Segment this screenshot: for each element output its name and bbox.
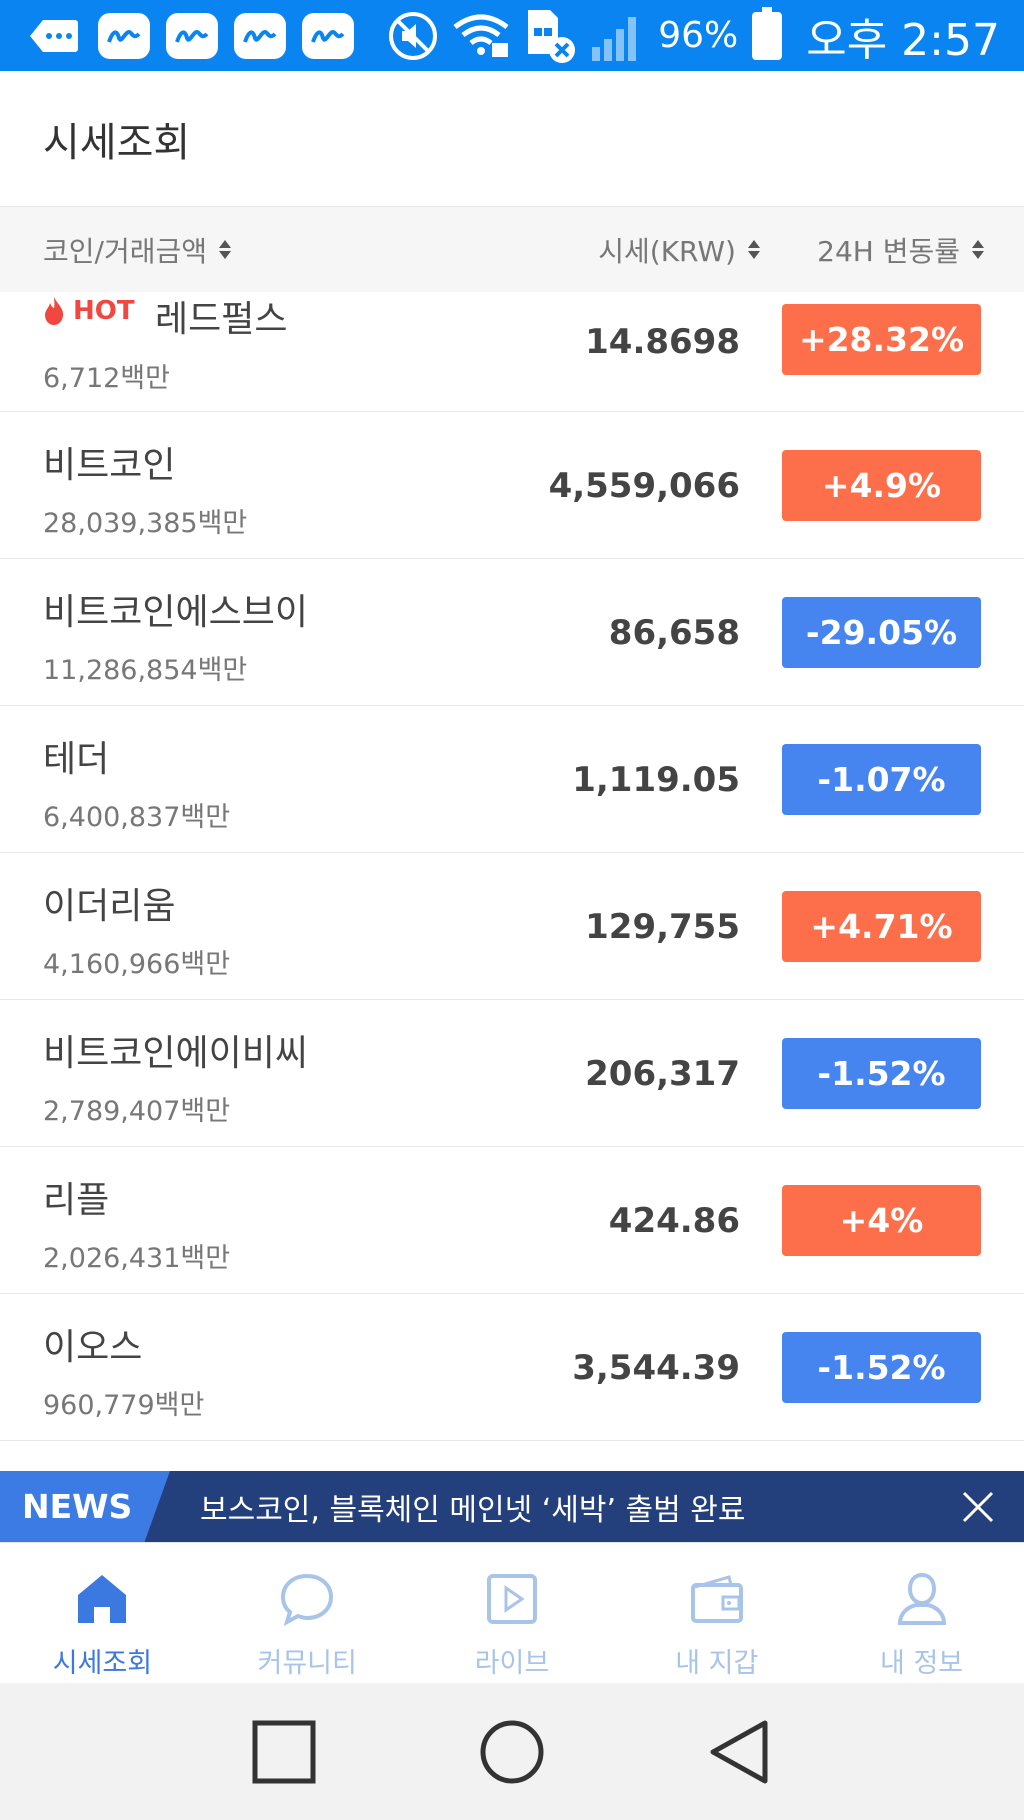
coin-volume: 4,160,966백만 bbox=[43, 949, 231, 980]
notification-icons bbox=[26, 12, 354, 59]
wallet-icon bbox=[687, 1569, 747, 1629]
recent-apps-button[interactable] bbox=[244, 1712, 324, 1792]
sort-by-price-button[interactable]: 시세(KRW) bbox=[598, 207, 760, 292]
tab-price[interactable]: 시세조회 bbox=[0, 1543, 205, 1683]
coin-row[interactable]: 비트코인에이비씨 2,789,407백만 206,317 -1.52% bbox=[0, 1000, 1024, 1147]
change-badge: -29.05% bbox=[782, 597, 981, 668]
column-label-coin: 코인/거래금액 bbox=[43, 234, 207, 268]
coin-volume: 2,789,407백만 bbox=[43, 1096, 231, 1127]
change-badge: +28.32% bbox=[782, 304, 981, 375]
change-badge: +4.9% bbox=[782, 450, 981, 521]
sort-by-change-button[interactable]: 24H 변동률 bbox=[817, 207, 984, 292]
coin-name: 레드펄스 bbox=[155, 299, 288, 340]
tab-label: 라이브 bbox=[474, 1648, 550, 1679]
coin-price: 206,317 bbox=[585, 1053, 740, 1094]
coin-volume: 6,400,837백만 bbox=[43, 802, 231, 833]
sort-icon bbox=[748, 240, 760, 259]
bottom-tab-bar: 시세조회 커뮤니티 라이브 내 지갑 내 정보 bbox=[0, 1542, 1024, 1683]
tab-live[interactable]: 라이브 bbox=[410, 1543, 615, 1683]
change-badge: -1.52% bbox=[782, 1332, 981, 1403]
sort-by-coin-button[interactable]: 코인/거래금액 bbox=[43, 207, 231, 292]
hot-label: HOT bbox=[73, 296, 135, 326]
signal-icon bbox=[590, 11, 644, 61]
sort-icon bbox=[972, 240, 984, 259]
square-icon bbox=[252, 1720, 316, 1783]
battery-percentage: 96% bbox=[658, 15, 739, 56]
app-notification-icon bbox=[98, 12, 150, 59]
chat-bubble-icon bbox=[277, 1569, 337, 1629]
coin-price: 86,658 bbox=[608, 612, 740, 653]
coin-name: 비트코인 bbox=[43, 445, 176, 486]
coin-volume: 28,039,385백만 bbox=[43, 508, 248, 539]
column-label-price: 시세(KRW) bbox=[598, 234, 736, 268]
tab-label: 내 지갑 bbox=[675, 1648, 759, 1679]
page-header: 시세조회 bbox=[0, 71, 1024, 207]
change-badge: +4% bbox=[782, 1185, 981, 1256]
coin-row[interactable]: 비트코인에스브이 11,286,854백만 86,658 -29.05% bbox=[0, 559, 1024, 706]
user-icon bbox=[892, 1569, 952, 1629]
coin-row[interactable]: HOT 레드펄스 6,712백만 14.8698 +28.32% bbox=[0, 292, 1024, 412]
change-badge: -1.07% bbox=[782, 744, 981, 815]
coin-volume: 2,026,431백만 bbox=[43, 1243, 231, 1274]
coin-name: 비트코인에이비씨 bbox=[43, 1033, 308, 1074]
back-triangle-icon bbox=[710, 1720, 768, 1783]
app-notification-icon bbox=[166, 12, 218, 59]
back-button[interactable] bbox=[700, 1712, 780, 1792]
tab-label: 커뮤니티 bbox=[257, 1648, 357, 1679]
coin-row[interactable]: 이더리움 4,160,966백만 129,755 +4.71% bbox=[0, 853, 1024, 1000]
coin-price: 14.8698 bbox=[585, 322, 740, 362]
coin-price: 424.86 bbox=[608, 1200, 740, 1241]
change-badge: -1.52% bbox=[782, 1038, 981, 1109]
home-icon bbox=[72, 1569, 132, 1629]
tab-wallet[interactable]: 내 지갑 bbox=[614, 1543, 819, 1683]
column-label-change: 24H 변동률 bbox=[817, 234, 960, 268]
tab-my-info[interactable]: 내 정보 bbox=[819, 1543, 1024, 1683]
battery-icon bbox=[752, 6, 783, 60]
tab-label: 시세조회 bbox=[52, 1648, 153, 1679]
home-button[interactable] bbox=[472, 1712, 552, 1792]
circle-icon bbox=[480, 1720, 544, 1783]
news-tag: NEWS bbox=[0, 1471, 170, 1542]
coin-row[interactable]: 이오스 960,779백만 3,544.39 -1.52% bbox=[0, 1294, 1024, 1441]
hot-badge: HOT bbox=[43, 296, 135, 326]
coin-row[interactable]: 리플 2,026,431백만 424.86 +4% bbox=[0, 1147, 1024, 1294]
close-icon[interactable] bbox=[960, 1489, 996, 1525]
app-notification-icon bbox=[302, 12, 354, 59]
tab-label: 내 정보 bbox=[880, 1648, 964, 1679]
coin-row[interactable]: 비트코인 28,039,385백만 4,559,066 +4.9% bbox=[0, 412, 1024, 559]
tab-community[interactable]: 커뮤니티 bbox=[205, 1543, 410, 1683]
page-title: 시세조회 bbox=[43, 119, 191, 166]
message-notification-icon bbox=[26, 16, 82, 56]
coin-name: 이오스 bbox=[43, 1327, 143, 1368]
coin-list[interactable]: HOT 레드펄스 6,712백만 14.8698 +28.32% 비트코인 28… bbox=[0, 292, 1024, 1442]
coin-price: 4,559,066 bbox=[548, 465, 740, 506]
change-badge: +4.71% bbox=[782, 891, 981, 962]
coin-volume: 6,712백만 bbox=[43, 363, 170, 394]
coin-name: 비트코인에스브이 bbox=[43, 592, 308, 633]
status-bar: 96% 오후 2:57 bbox=[0, 0, 1024, 71]
app-notification-icon bbox=[234, 12, 286, 59]
coin-volume: 960,779백만 bbox=[43, 1390, 205, 1421]
coin-name: 이더리움 bbox=[43, 886, 176, 927]
coin-price: 3,544.39 bbox=[572, 1347, 740, 1388]
coin-price: 1,119.05 bbox=[572, 759, 740, 800]
coin-row[interactable]: 테더 6,400,837백만 1,119.05 -1.07% bbox=[0, 706, 1024, 853]
coin-name: 리플 bbox=[43, 1180, 110, 1221]
fire-icon bbox=[45, 297, 64, 325]
play-icon bbox=[482, 1569, 542, 1629]
wifi-icon bbox=[452, 13, 510, 59]
mute-icon bbox=[388, 11, 438, 61]
android-nav-bar bbox=[0, 1683, 1024, 1820]
news-banner[interactable]: NEWS 보스코인, 블록체인 메인넷 ‘세박’ 출범 완료 bbox=[0, 1471, 1024, 1542]
sort-icon bbox=[219, 240, 231, 259]
coin-price: 129,755 bbox=[585, 906, 740, 947]
clock: 오후 2:57 bbox=[806, 14, 1000, 66]
coin-name: 테더 bbox=[43, 739, 110, 780]
sim-error-icon bbox=[524, 8, 576, 64]
coin-volume: 11,286,854백만 bbox=[43, 655, 248, 686]
news-headline[interactable]: 보스코인, 블록체인 메인넷 ‘세박’ 출범 완료 bbox=[200, 1492, 746, 1528]
column-header: 코인/거래금액 시세(KRW) 24H 변동률 bbox=[0, 207, 1024, 292]
